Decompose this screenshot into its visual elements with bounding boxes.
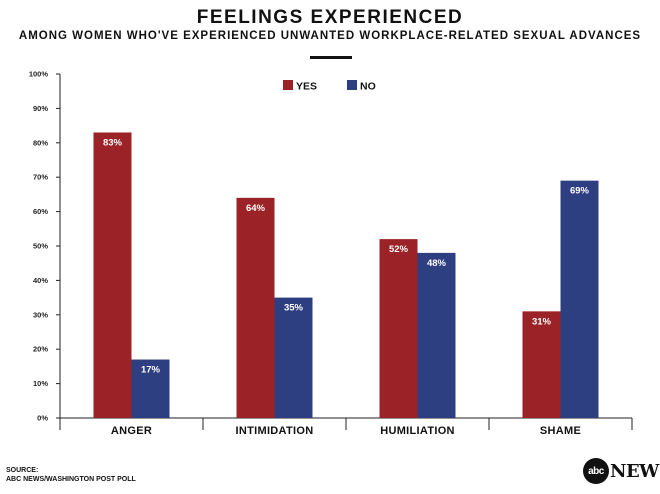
y-tick-label: 30% [33,310,48,319]
bar-no-shame [560,180,599,418]
data-label: 35% [284,303,304,314]
data-label: 17% [141,365,161,376]
data-label: 31% [532,316,552,327]
chart-title: FEELINGS EXPERIENCED [196,7,464,28]
y-tick-label: 50% [33,242,48,251]
chart-subtitle: AMONG WOMEN WHO'VE EXPERIENCED UNWANTED … [18,30,642,42]
y-tick-label: 60% [33,207,48,216]
legend-swatch-no [347,80,357,90]
data-label: 48% [427,258,447,269]
y-tick-label: 90% [33,104,48,113]
data-label: 64% [246,203,266,214]
bar-no-intimidation [274,297,313,418]
news-wordmark: NEWS [610,460,660,482]
y-tick-label: 70% [33,173,48,182]
source-label: SOURCE: [6,467,39,474]
source-note: SOURCE: ABC NEWS/WASHINGTON POST POLL [6,466,136,484]
bar-yes-anger [93,132,132,419]
x-category-label: INTIMIDATION [236,425,314,437]
title-divider [310,56,352,59]
x-category-label: HUMILIATION [380,425,455,437]
abc-news-logo: abc NEWS [583,458,660,484]
data-label: 52% [389,244,409,255]
x-category-label: SHAME [540,425,581,437]
y-tick-label: 80% [33,138,48,147]
data-label: 69% [570,186,590,197]
bar-yes-shame [522,311,561,418]
y-tick-label: 100% [29,70,49,79]
bar-no-anger [131,359,170,418]
bar-no-humiliation [417,252,456,418]
legend-label-no: NO [360,81,376,93]
abc-logo-circle: abc [583,458,609,484]
x-category-label: ANGER [111,425,152,437]
source-text: ABC NEWS/WASHINGTON POST POLL [6,476,136,483]
y-tick-label: 10% [33,379,48,388]
y-tick-label: 20% [33,345,48,354]
y-tick-label: 40% [33,276,48,285]
bar-yes-intimidation [236,197,275,418]
y-tick-label: 0% [37,414,48,423]
legend-swatch-yes [283,80,293,90]
bar-yes-humiliation [379,239,418,418]
legend-label-yes: YES [296,81,317,93]
data-label: 83% [103,137,123,148]
